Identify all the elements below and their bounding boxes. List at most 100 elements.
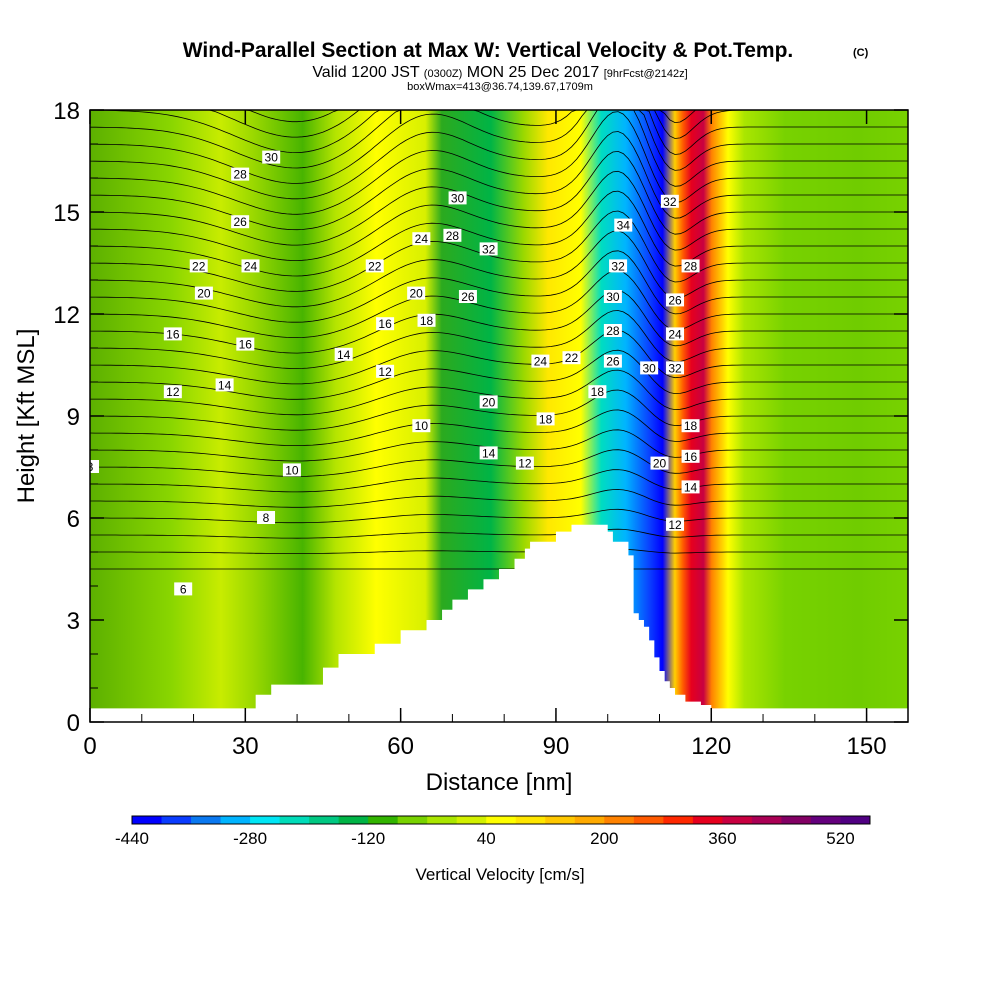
y-tick-label: 15 [53, 200, 80, 227]
contour-label-text: 18 [591, 385, 605, 399]
colorbar-swatch [191, 816, 222, 824]
contour-label: 16 [163, 327, 182, 341]
contour-label: 18 [588, 385, 607, 399]
theta-contour-line [90, 270, 908, 338]
theta-contour-line [90, 290, 908, 354]
colorbar-swatch [338, 816, 369, 824]
contour-label: 14 [479, 446, 498, 460]
chart-corner-mark: (C) [853, 47, 869, 59]
colorbar-swatch [368, 816, 399, 824]
contour-label-text: 20 [197, 287, 211, 301]
colorbar-swatch [279, 816, 310, 824]
colorbar-tick-label: 360 [708, 829, 736, 848]
contour-label-text: 8 [87, 460, 94, 474]
x-tick-label: 30 [232, 733, 259, 760]
contour-label-text: 32 [663, 195, 677, 209]
colorbar-title: Vertical Velocity [cm/s] [415, 865, 584, 884]
contour-label: 14 [215, 378, 234, 392]
contour-label-text: 14 [684, 480, 698, 494]
contour-label-text: 14 [337, 348, 351, 362]
contour-label-text: 6 [180, 582, 187, 596]
contour-label: 32 [479, 242, 498, 256]
contour-label-text: 14 [218, 378, 232, 392]
theta-contour-line [90, 548, 908, 554]
colorbar-swatch [515, 816, 546, 824]
contour-label-text: 32 [611, 259, 625, 273]
x-tick-label: 120 [691, 733, 731, 760]
colorbar-frame [131, 815, 871, 825]
contour-label: 18 [536, 412, 555, 426]
x-axis-ticks: 0 30 60 90 120 150 [83, 110, 887, 760]
theta-contour-line [90, 131, 908, 231]
theta-contour-line [90, 210, 908, 292]
terrain-mask [90, 524, 908, 722]
contour-label: 24 [412, 232, 431, 246]
theta-contour-line [90, 110, 908, 200]
contour-label: 16 [236, 337, 255, 352]
contour-label: 26 [666, 293, 685, 307]
colorbar-swatch [722, 816, 753, 824]
contour-label: 10 [282, 463, 301, 477]
contour-label-text: 20 [482, 395, 496, 409]
contour-label-text: 26 [668, 293, 682, 307]
contour-label-text: 16 [166, 327, 180, 341]
theta-contour-line [90, 489, 908, 508]
contour-label: 6 [174, 582, 193, 596]
theta-contour-line [90, 150, 908, 246]
colorbar-tick-label: -280 [233, 829, 267, 848]
y-axis-ticks: 0 3 6 9 12 15 18 [53, 98, 908, 737]
contour-label: 24 [241, 259, 260, 273]
potential-temperature-contours [90, 110, 908, 570]
x-tick-label: 90 [543, 733, 570, 760]
theta-contour-line [90, 250, 908, 323]
contour-label: 28 [443, 228, 462, 243]
contour-label-text: 34 [617, 219, 631, 233]
contour-label: 30 [640, 361, 659, 375]
colorbar [131, 815, 871, 825]
colorbar-swatch [486, 816, 517, 824]
colorbar-tick-label: -120 [351, 829, 385, 848]
contour-label-text: 30 [451, 191, 465, 205]
theta-contour-line [90, 110, 908, 184]
theta-contour-line [90, 110, 908, 154]
contour-label-text: 18 [539, 412, 553, 426]
contour-label-text: 24 [244, 259, 258, 273]
contour-label: 30 [262, 150, 281, 165]
contour-label-text: 20 [653, 457, 667, 471]
contour-label-text: 20 [409, 287, 423, 301]
colorbar-swatch [161, 816, 192, 824]
contour-label-text: 22 [565, 351, 579, 365]
theta-contour-line [90, 528, 908, 539]
chart-box-info: boxWmax=413@36.74,139.67,1709m [407, 81, 593, 93]
y-tick-label: 3 [67, 608, 80, 635]
colorbar-swatch [220, 816, 251, 824]
contour-label-text: 26 [461, 290, 475, 304]
contour-label-text: 22 [192, 259, 206, 273]
contour-label-text: 28 [684, 259, 698, 273]
contour-label-text: 30 [642, 361, 656, 375]
contour-label-text: 32 [668, 361, 682, 375]
y-axis-label: Height [Kft MSL] [13, 329, 40, 504]
contour-label: 28 [603, 324, 622, 338]
chart-title: Wind-Parallel Section at Max W: Vertical… [183, 39, 794, 62]
contour-label: 26 [458, 290, 477, 304]
contour-label-text: 12 [518, 457, 532, 471]
theta-contour-line [90, 230, 908, 308]
theta-contour-line [90, 110, 908, 138]
colorbar-swatch [781, 816, 812, 824]
theta-contour-line [90, 110, 908, 169]
contour-label: 8 [87, 460, 99, 474]
y-tick-label: 12 [53, 302, 80, 329]
contour-label: 26 [603, 354, 622, 369]
contour-label-text: 24 [668, 327, 682, 341]
contour-label: 14 [681, 480, 700, 494]
contour-label-text: 30 [265, 151, 279, 165]
colorbar-tick-label: 520 [826, 829, 854, 848]
contour-label: 12 [163, 385, 182, 399]
colorbar-tick-label: 40 [477, 829, 496, 848]
contour-label-text: 16 [378, 317, 392, 331]
contour-label-text: 8 [263, 511, 270, 525]
contour-label-text: 22 [368, 259, 382, 273]
x-tick-label: 0 [83, 733, 96, 760]
theta-contour-line [90, 190, 908, 277]
